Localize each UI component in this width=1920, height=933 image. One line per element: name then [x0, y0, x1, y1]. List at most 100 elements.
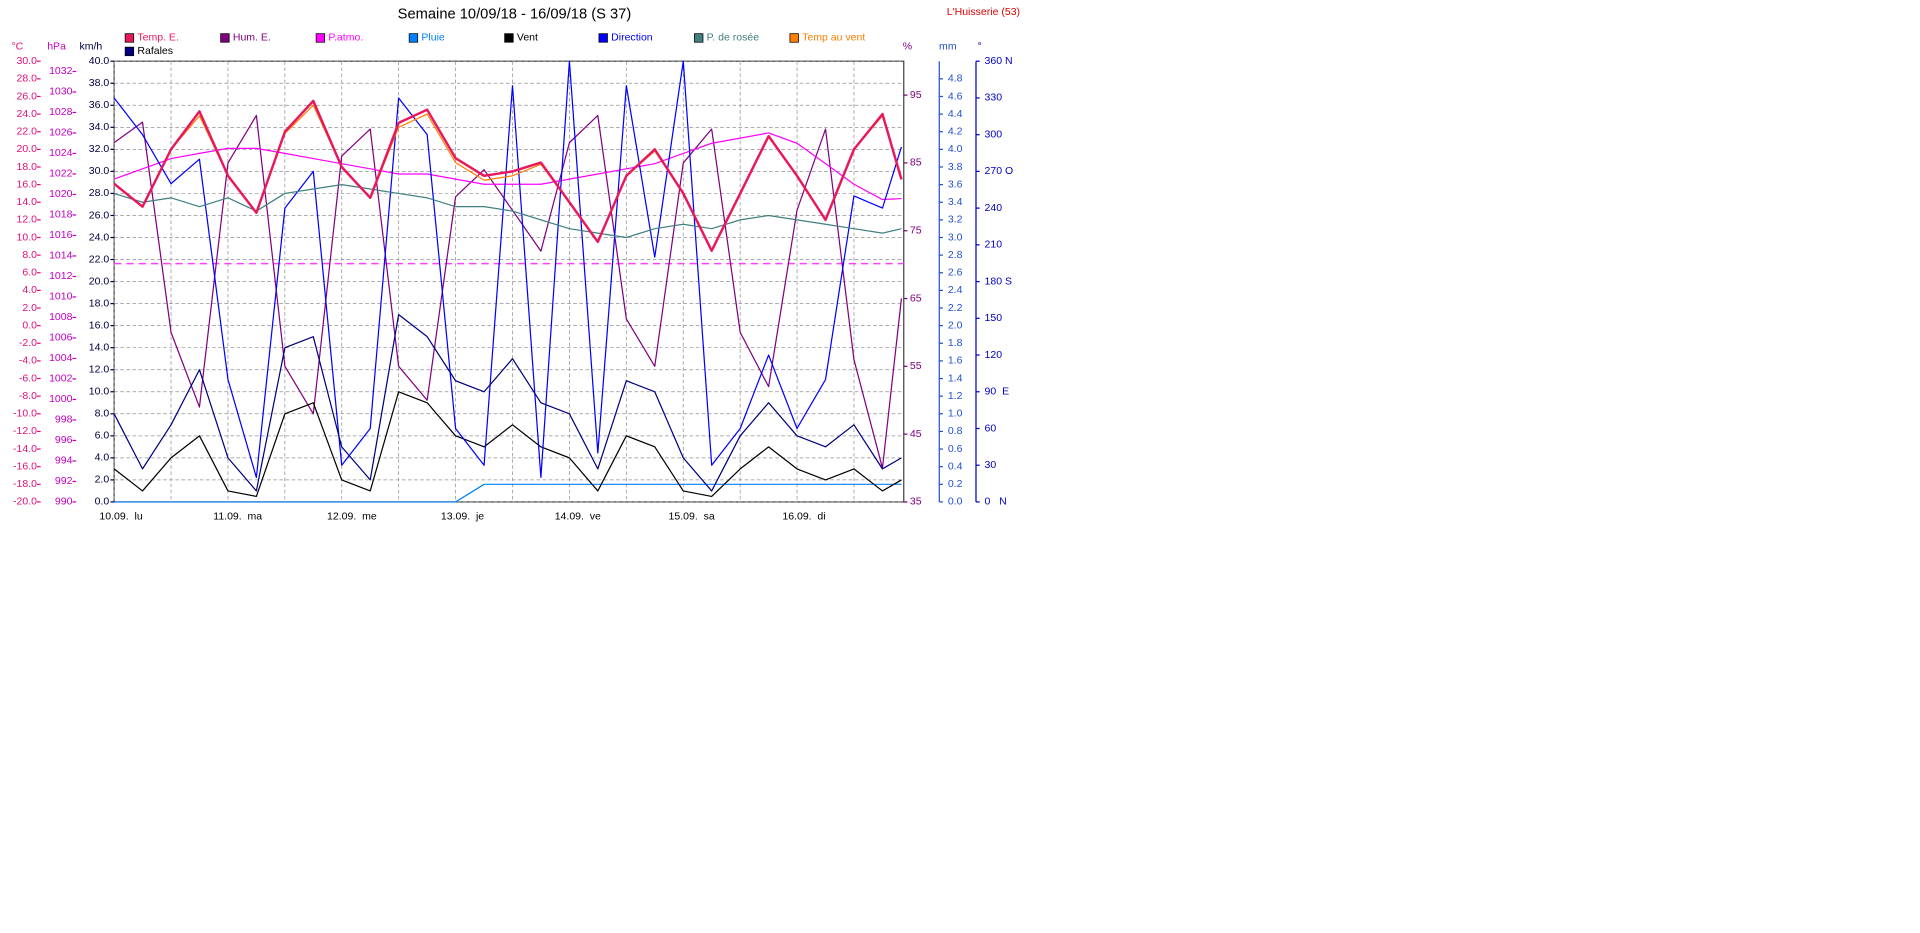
y-tick-label: 1026: [49, 127, 73, 139]
y-tick-label: 1.4: [948, 372, 963, 384]
y-tick-label: 2.8: [948, 249, 963, 261]
y-tick-label: 996: [55, 434, 73, 446]
y-tick-label: 150: [985, 312, 1003, 324]
y-tick-label: 95: [910, 89, 922, 101]
y-tick-label: -6.0: [19, 372, 37, 384]
y-tick-label: 240: [985, 202, 1003, 214]
series-line: [114, 483, 902, 503]
y-tick-label: 24.0: [89, 231, 110, 243]
y-tick-label: 1.8: [948, 337, 963, 349]
y-tick-label: 28.0: [17, 73, 38, 85]
y-tick-label: 3.2: [948, 214, 963, 226]
y-tick-label: 360 N: [985, 55, 1013, 67]
axis-unit: %: [903, 40, 912, 52]
y-tick-label: 32.0: [89, 143, 110, 155]
series-line: [113, 184, 902, 239]
y-tick-label: 10.0: [89, 386, 110, 398]
y-tick-label: 990: [55, 496, 73, 508]
y-tick-label: 6.0: [95, 430, 110, 442]
y-tick-label: 0.0: [22, 319, 37, 331]
y-tick-label: 0.0: [95, 496, 110, 508]
y-tick-label: 0.0: [948, 496, 963, 508]
y-tick-label: 22.0: [17, 126, 38, 138]
y-tick-label: 210: [985, 239, 1003, 251]
legend-label: Hum. E.: [233, 32, 271, 44]
y-tick-label: 8.0: [22, 249, 37, 261]
series-line: [113, 99, 903, 252]
y-tick-label: 0.4: [948, 460, 963, 472]
y-tick-label: -18.0: [13, 478, 37, 490]
x-tick-label: 13.09. je: [441, 510, 484, 522]
legend-label: Temp au vent: [802, 32, 865, 44]
y-tick-label: 994: [55, 455, 73, 467]
y-tick-label: 14.0: [17, 196, 38, 208]
y-tick-label: 26.0: [17, 90, 38, 102]
y-tick-label: 1018: [49, 209, 73, 221]
legend-swatch: [315, 33, 326, 43]
y-tick-label: 36.0: [89, 99, 110, 111]
y-tick-label: 75: [910, 225, 922, 237]
y-tick-label: 2.2: [948, 302, 963, 314]
x-tick-label: 15.09. sa: [669, 510, 715, 522]
y-tick-label: 24.0: [17, 108, 38, 120]
y-tick-label: 1004: [49, 352, 73, 364]
y-tick-label: 20.0: [17, 143, 38, 155]
y-tick-label: 2.6: [948, 267, 963, 279]
y-tick-label: 2.0: [95, 474, 110, 486]
y-tick-label: -2.0: [19, 337, 37, 349]
y-tick-label: -4.0: [19, 355, 37, 367]
y-tick-label: 28.0: [89, 187, 110, 199]
y-tick-label: 3.6: [948, 178, 963, 190]
y-tick-label: 270 O: [985, 165, 1014, 177]
y-tick-label: 60: [985, 422, 997, 434]
y-tick-label: 14.0: [89, 341, 110, 353]
y-tick-label: 18.0: [17, 161, 38, 173]
y-tick-label: 1030: [49, 86, 73, 98]
x-tick-label: 11.09. ma: [213, 510, 262, 522]
y-tick-label: 1000: [49, 393, 73, 405]
y-tick-label: 10.0: [17, 231, 38, 243]
y-tick-label: 6.0: [22, 267, 37, 279]
y-tick-label: 4.4: [948, 108, 963, 120]
y-tick-label: 1.6: [948, 355, 963, 367]
x-tick-label: 10.09. lu: [99, 510, 142, 522]
axis-unit: °: [978, 40, 982, 52]
y-tick-label: 3.4: [948, 196, 963, 208]
y-tick-label: 1022: [49, 168, 73, 180]
y-tick-label: 1.2: [948, 390, 963, 402]
legend-label: Temp. E.: [137, 32, 179, 44]
y-tick-label: 1008: [49, 311, 73, 323]
axis-unit: km/h: [79, 40, 102, 52]
legend-label: Rafales: [137, 45, 173, 57]
y-tick-label: -8.0: [19, 390, 37, 402]
legend-swatch: [694, 33, 704, 43]
y-tick-label: 12.0: [89, 364, 110, 376]
y-tick-label: 4.0: [95, 452, 110, 464]
y-tick-label: -10.0: [13, 408, 37, 420]
axis-unit: mm: [939, 40, 957, 52]
legend-swatch: [789, 33, 799, 43]
x-tick-label: 14.09. ve: [555, 510, 601, 522]
y-tick-label: 34.0: [89, 121, 110, 133]
y-tick-label: 3.0: [948, 231, 963, 243]
y-tick-label: 1020: [49, 188, 73, 200]
y-tick-label: 35: [910, 496, 922, 508]
y-tick-label: 2.0: [22, 302, 37, 314]
y-tick-label: -20.0: [13, 496, 37, 508]
y-tick-label: 0.6: [948, 443, 963, 455]
legend-swatch: [598, 33, 608, 43]
series-line: [113, 314, 902, 492]
y-tick-label: 2.0: [948, 319, 963, 331]
y-tick-label: 65: [910, 292, 922, 304]
y-tick-label: 90 E: [985, 386, 1010, 398]
y-tick-label: 16.0: [89, 319, 110, 331]
legend-swatch: [408, 33, 419, 43]
y-tick-label: 0 N: [985, 496, 1007, 508]
series-line: [113, 391, 902, 498]
y-tick-label: 1010: [49, 291, 73, 303]
x-tick-label: 12.09. me: [327, 510, 377, 522]
y-tick-label: 330: [985, 92, 1003, 104]
y-tick-label: 3.8: [948, 161, 963, 173]
series-line: [113, 132, 902, 201]
